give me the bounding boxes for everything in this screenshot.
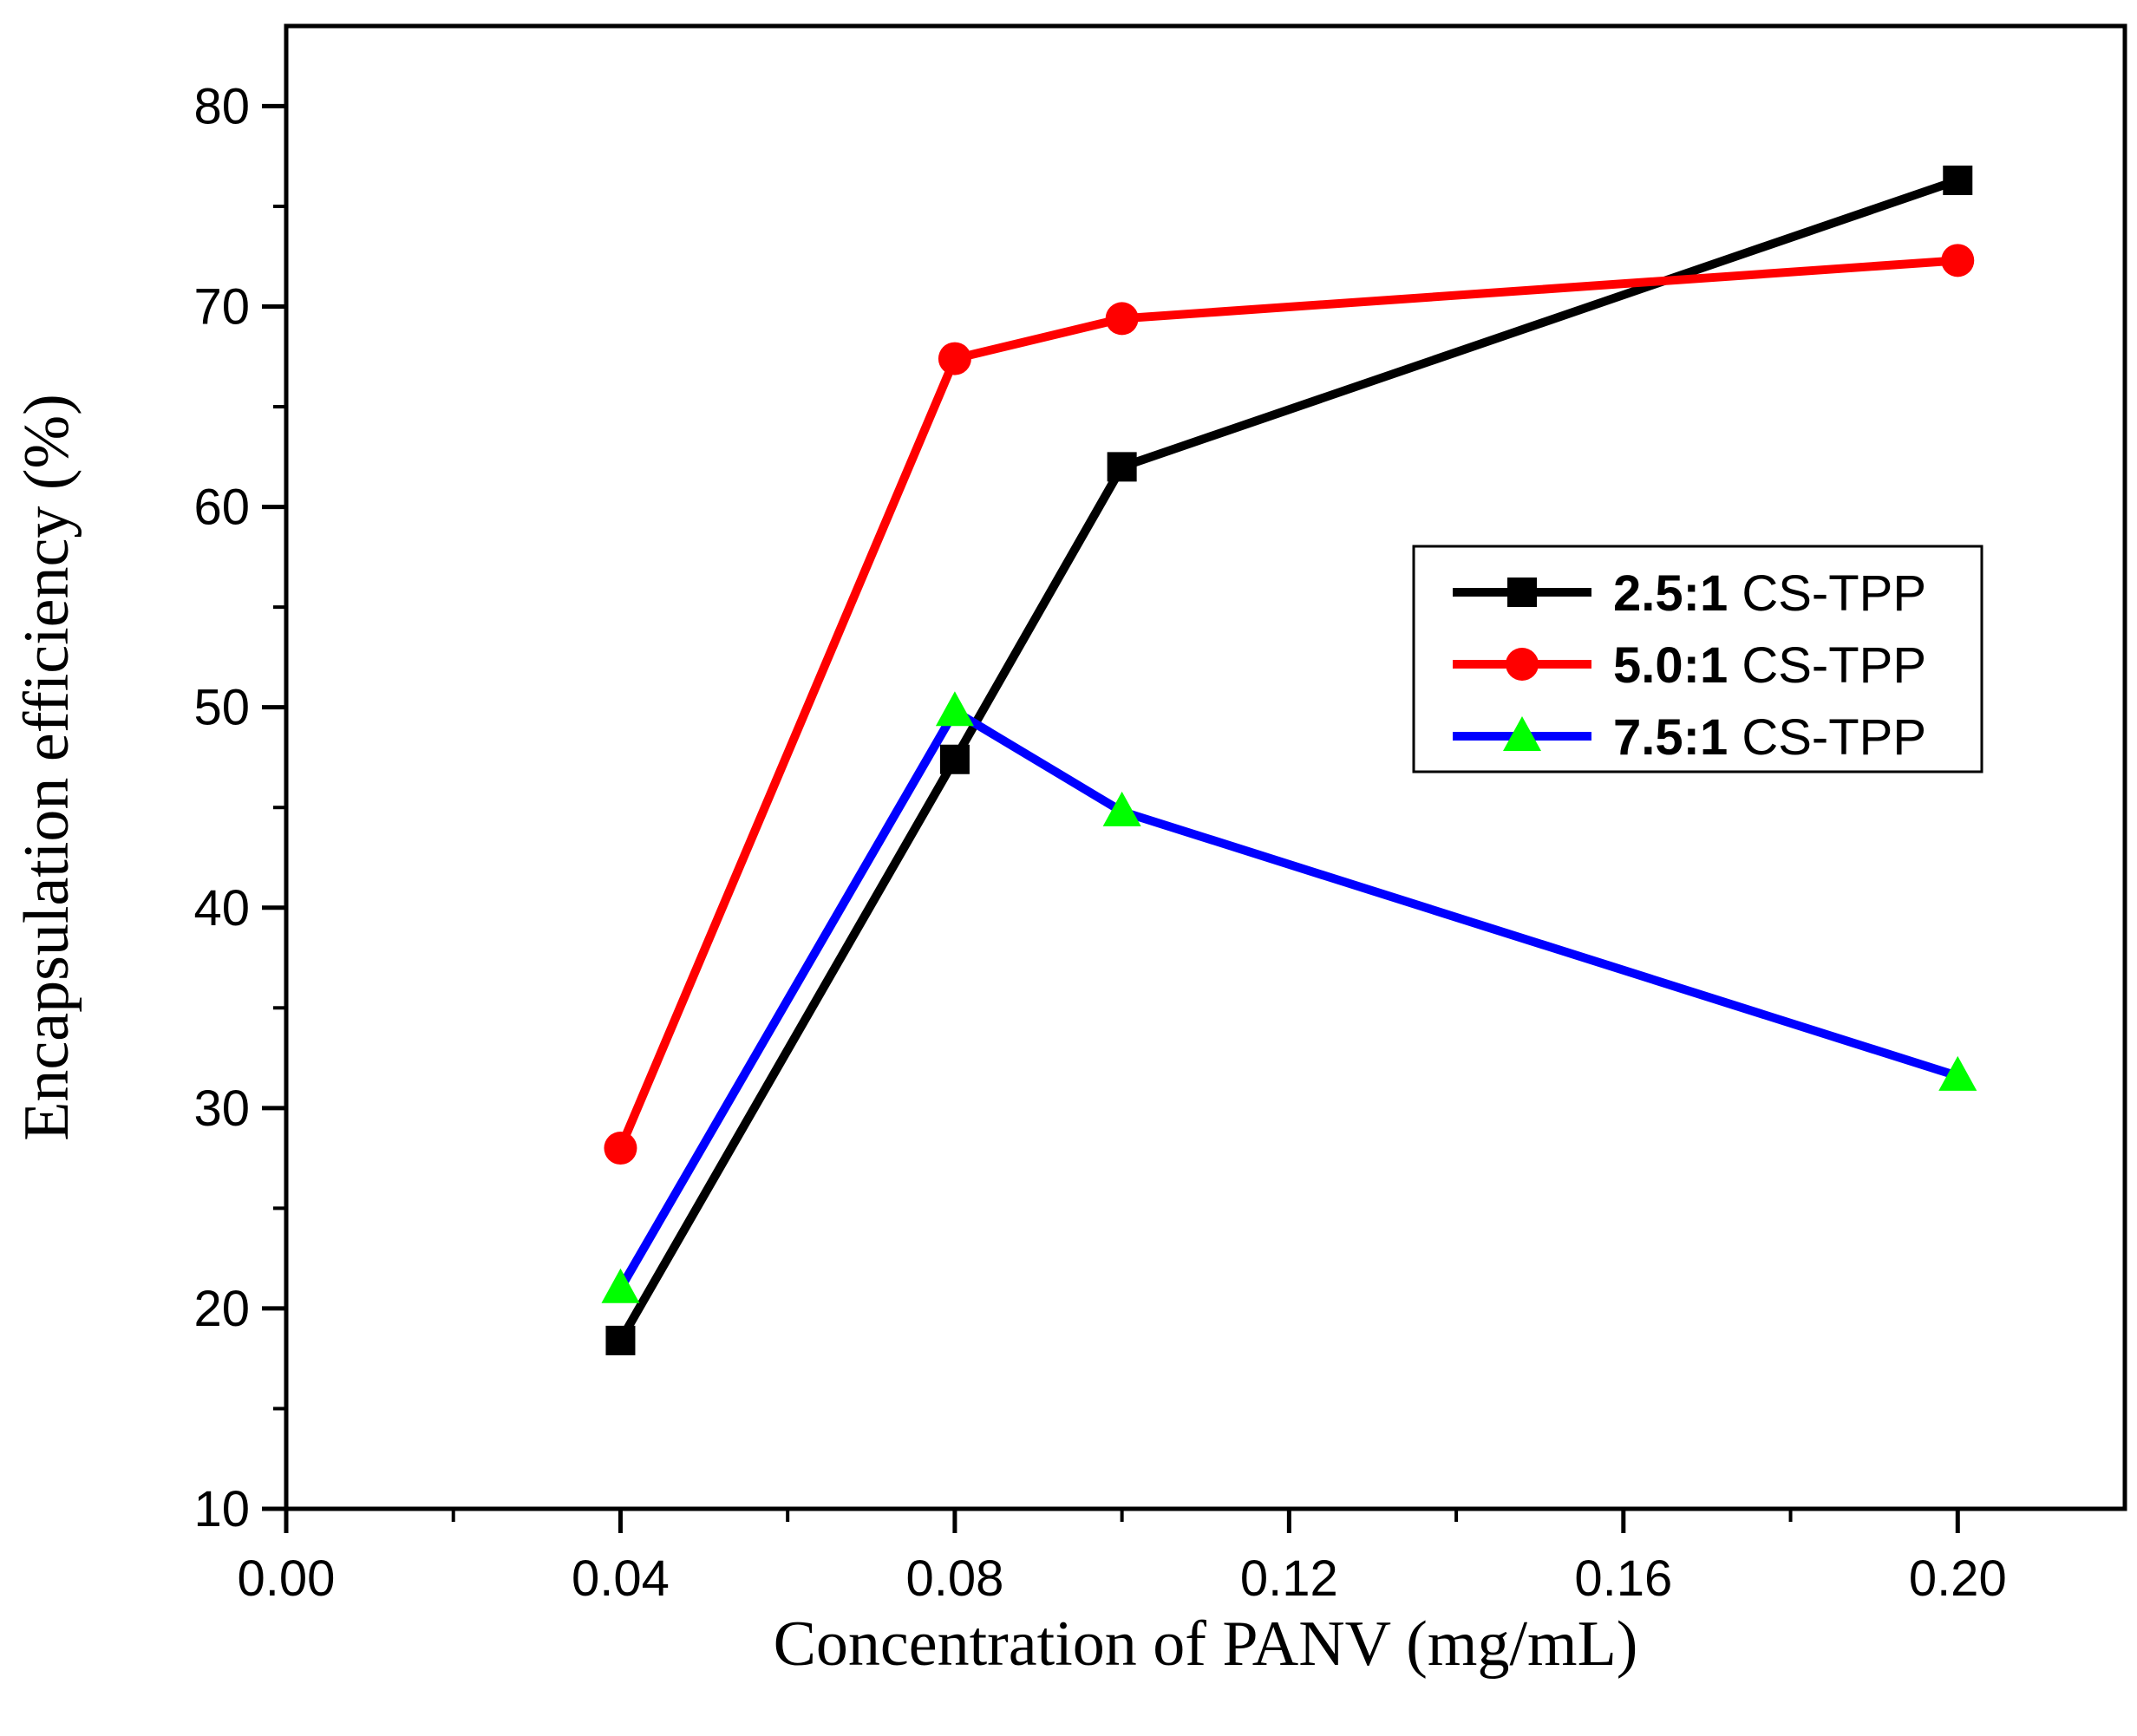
series-line-501 [616, 256, 1958, 1151]
legend-label-501: 5.0:1 CS-TPP [1613, 637, 1926, 694]
x-tick-label: 0.12 [1240, 1550, 1338, 1607]
y-axis-ticks: 10 20 30 40 50 60 70 80 [193, 78, 286, 1537]
legend-ratio-251: 2.5:1 [1613, 565, 1728, 622]
y-tick-label: 80 [193, 78, 250, 134]
legend-label-251: 2.5:1 CS-TPP [1613, 565, 1926, 622]
y-tick-label: 40 [193, 880, 250, 937]
y-tick-label: 30 [193, 1080, 250, 1137]
data-point-751-0 [601, 1268, 640, 1303]
series-line-251 [617, 176, 1959, 1343]
legend-suffix-501: CS-TPP [1728, 637, 1926, 694]
data-point-501-0 [604, 1132, 637, 1165]
y-axis-title: Encapsulation efficiency (%) [11, 394, 82, 1141]
y-tick-label: 60 [193, 480, 250, 536]
y-tick-label: 70 [193, 279, 250, 336]
data-point-251-2 [1107, 452, 1137, 482]
legend-suffix-751: CS-TPP [1728, 709, 1926, 766]
x-tick-label: 0.16 [1574, 1550, 1672, 1607]
legend-marker-501 [1506, 648, 1539, 681]
data-point-501-2 [1105, 302, 1139, 336]
series-line-751 [617, 707, 1959, 1291]
legend-marker-251 [1507, 578, 1537, 607]
data-point-251-3 [1943, 165, 1973, 195]
legend-label-751: 7.5:1 CS-TPP [1613, 709, 1926, 766]
data-point-251-0 [605, 1325, 636, 1355]
data-point-751-3 [1938, 1055, 1977, 1091]
legend-suffix-251: CS-TPP [1728, 565, 1926, 622]
y-tick-label: 10 [193, 1481, 250, 1537]
data-point-501-3 [1941, 244, 1975, 277]
legend-ratio-751: 7.5:1 [1613, 709, 1728, 766]
legend-ratio-501: 5.0:1 [1613, 637, 1728, 694]
x-axis-title: Concentration of PANV (mg/mL) [774, 1609, 1638, 1680]
data-point-751-1 [935, 691, 974, 727]
x-tick-label: 0.20 [1909, 1550, 2007, 1607]
x-tick-label: 0.04 [572, 1550, 670, 1607]
x-tick-label: 0.00 [238, 1550, 336, 1607]
series-lines [616, 176, 1959, 1343]
series-markers [601, 165, 1977, 1355]
data-point-501-1 [938, 342, 971, 375]
y-tick-label: 20 [193, 1281, 250, 1337]
y-tick-label: 50 [193, 680, 250, 736]
data-point-751-2 [1102, 791, 1141, 826]
x-axis-ticks: 0.00 0.04 0.08 0.12 0.16 0.20 [238, 1509, 2007, 1607]
legend-marker-751 [1503, 716, 1541, 751]
x-tick-label: 0.08 [905, 1550, 1003, 1607]
data-point-251-1 [939, 744, 970, 774]
